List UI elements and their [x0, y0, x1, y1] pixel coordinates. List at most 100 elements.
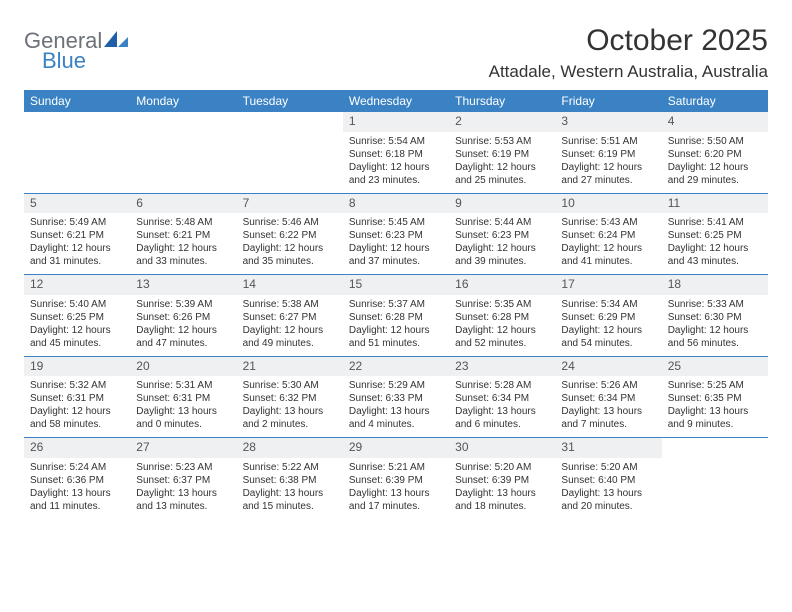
logo-text: General Blue	[24, 28, 130, 74]
day-number: 20	[130, 357, 236, 377]
daylight-text: Daylight: 12 hours and 43 minutes.	[668, 242, 762, 268]
daylight-text: Daylight: 12 hours and 23 minutes.	[349, 161, 443, 187]
daylight-text: Daylight: 12 hours and 54 minutes.	[561, 324, 655, 350]
day-number: 4	[662, 112, 768, 132]
sunset-text: Sunset: 6:19 PM	[455, 148, 549, 161]
sunrise-text: Sunrise: 5:40 AM	[30, 298, 124, 311]
day-cell: 12Sunrise: 5:40 AMSunset: 6:25 PMDayligh…	[24, 275, 130, 356]
sunset-text: Sunset: 6:27 PM	[243, 311, 337, 324]
day-cell: 10Sunrise: 5:43 AMSunset: 6:24 PMDayligh…	[555, 194, 661, 275]
day-body: Sunrise: 5:53 AMSunset: 6:19 PMDaylight:…	[449, 132, 555, 193]
day-number: 22	[343, 357, 449, 377]
weeks-container: 1Sunrise: 5:54 AMSunset: 6:18 PMDaylight…	[24, 112, 768, 519]
day-number: 12	[24, 275, 130, 295]
sunrise-text: Sunrise: 5:31 AM	[136, 379, 230, 392]
day-body: Sunrise: 5:40 AMSunset: 6:25 PMDaylight:…	[24, 295, 130, 356]
day-cell: 18Sunrise: 5:33 AMSunset: 6:30 PMDayligh…	[662, 275, 768, 356]
day-number: 16	[449, 275, 555, 295]
sunrise-text: Sunrise: 5:35 AM	[455, 298, 549, 311]
day-number: 9	[449, 194, 555, 214]
day-body: Sunrise: 5:35 AMSunset: 6:28 PMDaylight:…	[449, 295, 555, 356]
daylight-text: Daylight: 13 hours and 6 minutes.	[455, 405, 549, 431]
daylight-text: Daylight: 13 hours and 20 minutes.	[561, 487, 655, 513]
sunset-text: Sunset: 6:28 PM	[455, 311, 549, 324]
day-cell: 15Sunrise: 5:37 AMSunset: 6:28 PMDayligh…	[343, 275, 449, 356]
daylight-text: Daylight: 12 hours and 37 minutes.	[349, 242, 443, 268]
daylight-text: Daylight: 12 hours and 39 minutes.	[455, 242, 549, 268]
day-cell: 17Sunrise: 5:34 AMSunset: 6:29 PMDayligh…	[555, 275, 661, 356]
day-cell: 7Sunrise: 5:46 AMSunset: 6:22 PMDaylight…	[237, 194, 343, 275]
sunset-text: Sunset: 6:22 PM	[243, 229, 337, 242]
day-number: 24	[555, 357, 661, 377]
logo-sail-icon	[104, 29, 130, 54]
day-body: Sunrise: 5:38 AMSunset: 6:27 PMDaylight:…	[237, 295, 343, 356]
daylight-text: Daylight: 13 hours and 2 minutes.	[243, 405, 337, 431]
day-cell: 30Sunrise: 5:20 AMSunset: 6:39 PMDayligh…	[449, 438, 555, 519]
sunrise-text: Sunrise: 5:24 AM	[30, 461, 124, 474]
weekday-label: Friday	[555, 90, 661, 112]
day-body: Sunrise: 5:30 AMSunset: 6:32 PMDaylight:…	[237, 376, 343, 437]
sunrise-text: Sunrise: 5:20 AM	[455, 461, 549, 474]
daylight-text: Daylight: 12 hours and 25 minutes.	[455, 161, 549, 187]
day-number: 13	[130, 275, 236, 295]
day-number: 31	[555, 438, 661, 458]
sunrise-text: Sunrise: 5:41 AM	[668, 216, 762, 229]
day-body: Sunrise: 5:28 AMSunset: 6:34 PMDaylight:…	[449, 376, 555, 437]
sunset-text: Sunset: 6:30 PM	[668, 311, 762, 324]
day-body: Sunrise: 5:50 AMSunset: 6:20 PMDaylight:…	[662, 132, 768, 193]
day-cell: 29Sunrise: 5:21 AMSunset: 6:39 PMDayligh…	[343, 438, 449, 519]
day-number: 14	[237, 275, 343, 295]
sunset-text: Sunset: 6:32 PM	[243, 392, 337, 405]
sunrise-text: Sunrise: 5:49 AM	[30, 216, 124, 229]
sunrise-text: Sunrise: 5:51 AM	[561, 135, 655, 148]
sunset-text: Sunset: 6:23 PM	[349, 229, 443, 242]
sunset-text: Sunset: 6:39 PM	[455, 474, 549, 487]
title-block: October 2025 Attadale, Western Australia…	[489, 24, 768, 82]
day-cell: 21Sunrise: 5:30 AMSunset: 6:32 PMDayligh…	[237, 357, 343, 438]
sunrise-text: Sunrise: 5:37 AM	[349, 298, 443, 311]
daylight-text: Daylight: 12 hours and 47 minutes.	[136, 324, 230, 350]
sunrise-text: Sunrise: 5:25 AM	[668, 379, 762, 392]
daylight-text: Daylight: 13 hours and 4 minutes.	[349, 405, 443, 431]
day-number: 17	[555, 275, 661, 295]
daylight-text: Daylight: 13 hours and 13 minutes.	[136, 487, 230, 513]
daylight-text: Daylight: 12 hours and 45 minutes.	[30, 324, 124, 350]
day-cell: 11Sunrise: 5:41 AMSunset: 6:25 PMDayligh…	[662, 194, 768, 275]
day-number: 8	[343, 194, 449, 214]
day-body	[237, 132, 343, 141]
day-body: Sunrise: 5:22 AMSunset: 6:38 PMDaylight:…	[237, 458, 343, 519]
day-number: 18	[662, 275, 768, 295]
day-cell: 1Sunrise: 5:54 AMSunset: 6:18 PMDaylight…	[343, 112, 449, 193]
sunrise-text: Sunrise: 5:32 AM	[30, 379, 124, 392]
daylight-text: Daylight: 12 hours and 58 minutes.	[30, 405, 124, 431]
day-body: Sunrise: 5:20 AMSunset: 6:39 PMDaylight:…	[449, 458, 555, 519]
sunrise-text: Sunrise: 5:50 AM	[668, 135, 762, 148]
day-cell: 5Sunrise: 5:49 AMSunset: 6:21 PMDaylight…	[24, 194, 130, 275]
day-cell: 13Sunrise: 5:39 AMSunset: 6:26 PMDayligh…	[130, 275, 236, 356]
daylight-text: Daylight: 12 hours and 33 minutes.	[136, 242, 230, 268]
sunset-text: Sunset: 6:40 PM	[561, 474, 655, 487]
sunrise-text: Sunrise: 5:48 AM	[136, 216, 230, 229]
sunrise-text: Sunrise: 5:45 AM	[349, 216, 443, 229]
day-cell: 31Sunrise: 5:20 AMSunset: 6:40 PMDayligh…	[555, 438, 661, 519]
sunset-text: Sunset: 6:34 PM	[455, 392, 549, 405]
sunrise-text: Sunrise: 5:44 AM	[455, 216, 549, 229]
month-title: October 2025	[489, 24, 768, 58]
sunrise-text: Sunrise: 5:28 AM	[455, 379, 549, 392]
sunrise-text: Sunrise: 5:30 AM	[243, 379, 337, 392]
logo: General Blue	[24, 28, 130, 74]
day-cell	[130, 112, 236, 193]
day-body: Sunrise: 5:46 AMSunset: 6:22 PMDaylight:…	[237, 213, 343, 274]
day-number: 10	[555, 194, 661, 214]
day-number: 11	[662, 194, 768, 214]
sunset-text: Sunset: 6:25 PM	[668, 229, 762, 242]
sunrise-text: Sunrise: 5:29 AM	[349, 379, 443, 392]
sunrise-text: Sunrise: 5:22 AM	[243, 461, 337, 474]
day-body: Sunrise: 5:41 AMSunset: 6:25 PMDaylight:…	[662, 213, 768, 274]
calendar-page: General Blue October 2025 Attadale, West…	[0, 0, 792, 531]
day-number	[130, 112, 236, 132]
sunset-text: Sunset: 6:19 PM	[561, 148, 655, 161]
sunset-text: Sunset: 6:39 PM	[349, 474, 443, 487]
day-body: Sunrise: 5:24 AMSunset: 6:36 PMDaylight:…	[24, 458, 130, 519]
day-cell	[662, 438, 768, 519]
